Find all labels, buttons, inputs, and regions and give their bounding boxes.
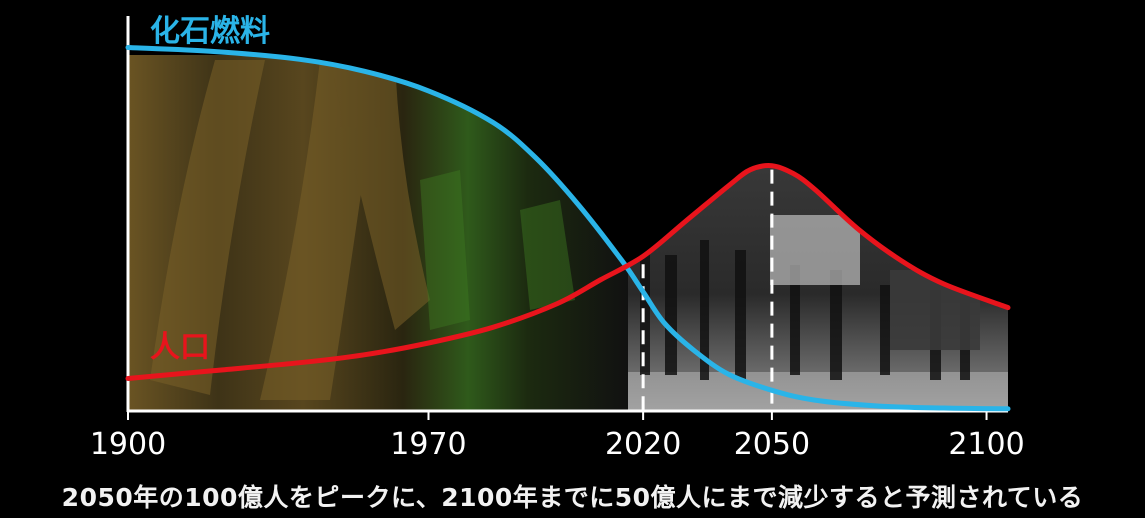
caption-subtitle: 2050年の100億人をピークに、2100年までに50億人にまで減少すると予測さ… — [61, 483, 1084, 512]
series-lines — [125, 45, 1011, 412]
series-label-population: 人口 — [150, 330, 210, 365]
series-label-fossil-fuel: 化石燃料 — [150, 14, 270, 49]
x-tick-label-2020: 2020 — [605, 427, 681, 462]
x-tick-label-2100: 2100 — [948, 427, 1024, 462]
x-axis-ticks: 1900 1970 2020 2050 2100 — [90, 410, 1025, 462]
x-tick-label-1900: 1900 — [90, 427, 166, 462]
x-tick-label-2050: 2050 — [734, 427, 810, 462]
series-line-population — [125, 163, 1011, 381]
x-tick-label-1970: 1970 — [390, 427, 466, 462]
